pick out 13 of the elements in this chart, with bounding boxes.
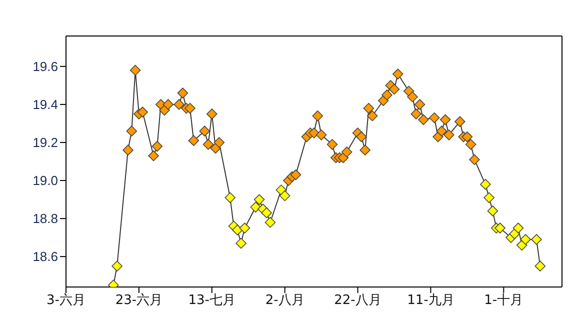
y-tick-label: 19.4: [32, 97, 58, 112]
x-tick-label: 1-十月: [484, 293, 524, 308]
y-tick-label: 19.6: [32, 59, 58, 74]
y-tick-label: 19.0: [32, 173, 58, 188]
x-tick-label: 13-七月: [188, 293, 236, 308]
x-tick-label: 22-八月: [334, 293, 382, 308]
x-tick-label: 23-六月: [115, 293, 163, 308]
y-tick-label: 18.6: [32, 249, 58, 264]
x-tick-label: 2-八月: [265, 293, 304, 308]
x-tick-label: 11-九月: [407, 293, 454, 308]
x-tick-label: 3-六月: [46, 293, 86, 308]
y-tick-label: 19.2: [32, 135, 58, 150]
y-tick-label: 18.8: [32, 211, 58, 226]
